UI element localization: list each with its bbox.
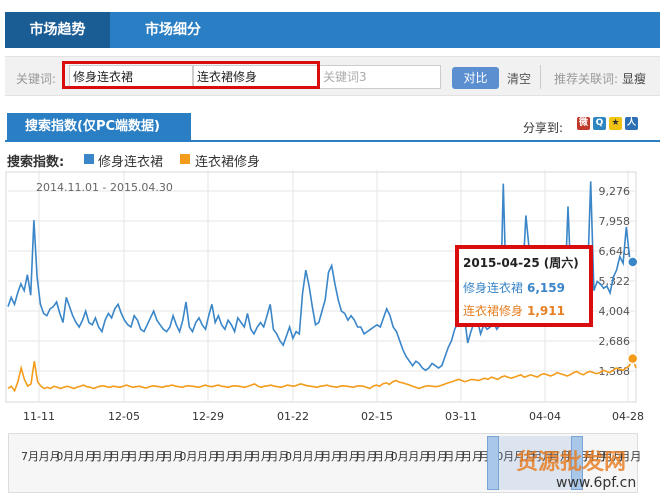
- share-star-icon[interactable]: ★: [609, 117, 622, 130]
- navigator-left-handle[interactable]: [487, 436, 499, 490]
- share-renren-icon[interactable]: 人: [625, 117, 638, 130]
- keyword-input-2[interactable]: 连衣裙修身: [193, 65, 319, 89]
- navigator-month-label: 月月: [443, 450, 466, 463]
- share-label: 分享到:: [523, 121, 564, 135]
- compare-button[interactable]: 对比: [452, 67, 499, 89]
- legend-series-2[interactable]: 连衣裙修身: [195, 155, 261, 170]
- keyword-input-3[interactable]: 关键词3: [319, 65, 441, 89]
- x-tick-label: 11-11: [23, 410, 55, 423]
- legend-series-1[interactable]: 修身连衣裙: [98, 155, 164, 170]
- navigator-month-label: 0月: [390, 450, 409, 463]
- navigator-month-label: 月月: [232, 450, 255, 463]
- x-tick-label: 04-04: [529, 410, 561, 423]
- navigator-month-label: 月月: [126, 450, 149, 463]
- x-axis-labels: 11-11 12-05 12-29 01-22 02-15 03-11 04-04 04-28: [23, 410, 644, 423]
- x-tick-label: 01-22: [277, 410, 309, 423]
- navigator-month-label: 月月: [109, 450, 131, 463]
- top-bar: 市场趋势 市场细分: [0, 0, 660, 48]
- navigator-month-label: 7月: [21, 450, 39, 463]
- date-range-label: 2014.11.01 - 2015.04.30: [36, 181, 173, 194]
- x-tick-label: 12-29: [192, 410, 224, 423]
- divider: [540, 65, 541, 89]
- navigator-month-label: 月月: [373, 450, 395, 463]
- navigator-month-label: 月月: [249, 450, 272, 463]
- y-tick-label: 5,322: [599, 275, 631, 288]
- navigator-month-label: 月月: [513, 450, 536, 463]
- clear-link[interactable]: 清空: [507, 72, 532, 86]
- legend-title: 搜索指数:: [7, 155, 65, 170]
- navigator-month-label: 月月: [320, 450, 343, 463]
- chart-markers: [626, 256, 639, 365]
- section-title: 搜索指数(仅PC端数据): [7, 113, 191, 141]
- navigator-month-label: 月月: [161, 450, 184, 463]
- data-tooltip: 2015-04-25 (周六) 修身连衣裙 6,159 连衣裙修身 1,911: [455, 245, 593, 327]
- range-navigator[interactable]: 7月 月月 0月 月月 月月 月月 月月 月月 月月 0月 月月 月月 月月 月月 月月 0月 月月 月月 月月 月月…: [8, 433, 642, 493]
- tab-market-segment[interactable]: 市场细分: [145, 22, 201, 38]
- y-tick-label: 7,958: [599, 215, 631, 228]
- navigator-month-label: 月月: [461, 450, 483, 463]
- navigator-month-label: 0月: [179, 450, 198, 463]
- navigator-month-label: 月月: [531, 450, 554, 463]
- navigator-month-label: 0月: [56, 450, 75, 463]
- keyword-label: 关键词:: [16, 72, 57, 86]
- trend-chart: 9,276 7,958 6,640 5,322 4,004 2,686 1,368 11-1…: [5, 170, 644, 423]
- navigator-month-label: 月月: [144, 450, 167, 463]
- navigator-month-label: 月月: [337, 450, 360, 463]
- tooltip-date: 2015-04-25 (周六): [463, 256, 579, 270]
- y-tick-label: 6,640: [599, 245, 631, 258]
- navigator-month-label: 月月: [267, 450, 290, 463]
- recommend-label: 推荐关联词:: [554, 72, 619, 86]
- navigator-month-label: 月月: [197, 450, 219, 463]
- navigator-month-label: 月月: [584, 450, 607, 463]
- navigator-month-label: 月月: [601, 450, 624, 463]
- navigator-month-label: 月月: [549, 450, 571, 463]
- tab-market-trend[interactable]: 市场趋势: [5, 12, 110, 48]
- navigator-month-label: 月月: [302, 450, 325, 463]
- watermark-text: 货源批发网: [516, 450, 627, 475]
- x-tick-label: 12-05: [108, 410, 140, 423]
- legend-swatch-2: [180, 154, 190, 164]
- navigator-selection[interactable]: [487, 436, 579, 490]
- navigator-month-label: 0月: [285, 450, 303, 463]
- navigator-month-label: 0月: [496, 450, 515, 463]
- section-underline: [5, 140, 660, 142]
- navigator-month-label: 月月: [408, 450, 431, 463]
- tooltip-row-2: 连衣裙修身 1,911: [463, 304, 565, 318]
- series-line-2: [7, 356, 637, 393]
- navigator-month-label: 月月: [38, 450, 61, 463]
- navigator-right-handle[interactable]: [571, 436, 583, 490]
- navigator-month-label: 月月: [91, 450, 114, 463]
- legend-swatch-1: [84, 154, 94, 164]
- tab-bar: 市场趋势 市场细分: [5, 12, 660, 48]
- navigator-month-label: 月月: [73, 450, 96, 463]
- x-tick-label: 02-15: [361, 410, 393, 423]
- x-tick-label: 04-28: [612, 410, 644, 423]
- recommend-word-link[interactable]: 显瘦: [622, 72, 647, 86]
- y-tick-label: 9,276: [599, 185, 631, 198]
- y-tick-label: 4,004: [599, 305, 631, 318]
- navigator-month-label: 月月: [214, 450, 237, 463]
- tooltip-row-1: 修身连衣裙 6,159: [463, 281, 565, 295]
- series-marker-2: [626, 352, 639, 365]
- watermark-url: www.6pf.cn: [556, 475, 637, 491]
- series-marker-1: [627, 256, 639, 268]
- y-axis-labels: 9,276 7,958 6,640 5,322 4,004 2,686 1,368: [599, 185, 631, 378]
- navigator-month-label: 月月: [425, 450, 448, 463]
- y-tick-label: 2,686: [599, 335, 631, 348]
- share-qq-icon[interactable]: Q: [593, 117, 606, 130]
- navigator-month-label: 月月: [355, 450, 378, 463]
- navigator-month-label: 月月: [619, 450, 642, 463]
- keyword-highlight-box: [62, 61, 320, 89]
- x-tick-label: 03-11: [445, 410, 477, 423]
- y-tick-label: 1,368: [599, 365, 631, 378]
- share-weibo-icon[interactable]: 微: [577, 117, 590, 130]
